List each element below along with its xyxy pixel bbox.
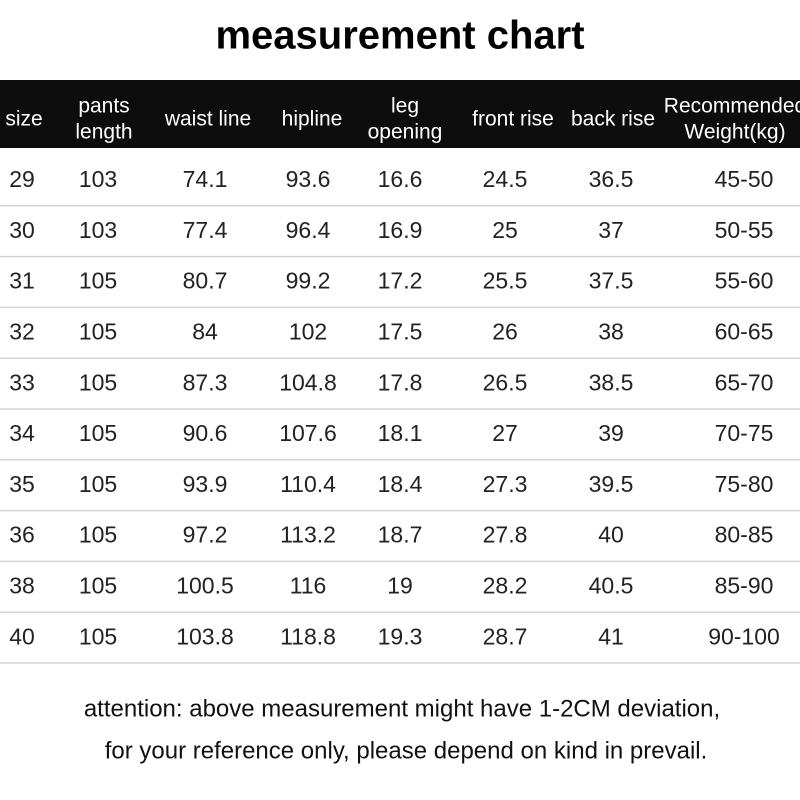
cell: 87.3 [183, 369, 228, 395]
cell: 97.2 [183, 522, 228, 548]
cell: 40 [598, 522, 624, 548]
cell: 50-55 [715, 217, 774, 243]
cell: 37 [598, 217, 624, 243]
cell: 28.7 [483, 623, 528, 649]
cell: 26 [492, 318, 518, 344]
column-header: Weight(kg) [684, 121, 785, 144]
cell: 105 [79, 522, 117, 548]
cell: 60-65 [715, 318, 774, 344]
column-header: front rise [472, 108, 554, 131]
column-header: Recommended [664, 95, 800, 118]
cell: 105 [79, 623, 117, 649]
cell: 93.9 [183, 471, 228, 497]
cell: 38.5 [589, 369, 634, 395]
cell: 36.5 [589, 166, 634, 192]
cell: 18.4 [378, 471, 423, 497]
cell: 70-75 [715, 420, 774, 446]
cell: 55-60 [715, 268, 774, 294]
cell: 32 [9, 318, 35, 344]
cell: 100.5 [176, 572, 234, 598]
column-header: pants [78, 95, 129, 118]
cell: 17.2 [378, 268, 423, 294]
cell: 17.5 [378, 318, 423, 344]
column-header: length [75, 121, 132, 144]
cell: 105 [79, 268, 117, 294]
cell: 104.8 [279, 369, 337, 395]
cell: 84 [192, 318, 218, 344]
cell: 40 [9, 623, 35, 649]
cell: 103 [79, 166, 117, 192]
cell: 30 [9, 217, 35, 243]
cell: 75-80 [715, 471, 774, 497]
cell: 38 [598, 318, 624, 344]
cell: 105 [79, 318, 117, 344]
column-header: hipline [282, 108, 343, 131]
cell: 27.3 [483, 471, 528, 497]
cell: 80-85 [715, 522, 774, 548]
cell: 105 [79, 471, 117, 497]
cell: 80.7 [183, 268, 228, 294]
cell: 25.5 [483, 268, 528, 294]
cell: 17.8 [378, 369, 423, 395]
note: for your reference only, please depend o… [105, 737, 708, 764]
cell: 113.2 [280, 522, 336, 548]
cell: 118.8 [280, 623, 336, 649]
column-header: leg [391, 95, 419, 118]
cell: 85-90 [715, 572, 774, 598]
column-header: back rise [571, 108, 655, 131]
cell: 36 [9, 522, 35, 548]
cell: 34 [9, 420, 35, 446]
cell: 41 [598, 623, 624, 649]
cell: 105 [79, 420, 117, 446]
cell: 93.6 [286, 166, 331, 192]
cell: 77.4 [183, 217, 228, 243]
cell: 25 [492, 217, 518, 243]
cell: 74.1 [183, 166, 228, 192]
cell: 19.3 [378, 623, 423, 649]
cell: 16.6 [378, 166, 423, 192]
header-band [0, 80, 800, 148]
cell: 102 [289, 318, 327, 344]
cell: 35 [9, 471, 35, 497]
column-header: size [5, 108, 42, 131]
column-header: opening [368, 121, 443, 144]
cell: 18.1 [378, 420, 423, 446]
cell: 37.5 [589, 268, 634, 294]
cell: 18.7 [378, 522, 423, 548]
cell: 40.5 [589, 572, 634, 598]
cell: 27 [492, 420, 518, 446]
cell: 116 [290, 572, 327, 598]
cell: 33 [9, 369, 35, 395]
cell: 96.4 [286, 217, 331, 243]
cell: 38 [9, 572, 35, 598]
cell: 103.8 [176, 623, 234, 649]
cell: 39.5 [589, 471, 634, 497]
cell: 16.9 [378, 217, 423, 243]
cell: 105 [79, 369, 117, 395]
title: measurement chart [215, 14, 584, 58]
cell: 29 [9, 166, 35, 192]
cell: 103 [79, 217, 117, 243]
note: attention: above measurement might have … [84, 695, 720, 722]
cell: 99.2 [286, 268, 331, 294]
cell: 90.6 [183, 420, 228, 446]
cell: 24.5 [483, 166, 528, 192]
cell: 45-50 [715, 166, 774, 192]
cell: 31 [9, 268, 35, 294]
cell: 90-100 [708, 623, 780, 649]
cell: 39 [598, 420, 624, 446]
cell: 26.5 [483, 369, 528, 395]
cell: 65-70 [715, 369, 774, 395]
column-header: waist line [164, 108, 251, 131]
cell: 105 [79, 572, 117, 598]
cell: 28.2 [483, 572, 528, 598]
cell: 27.8 [483, 522, 528, 548]
cell: 107.6 [279, 420, 337, 446]
cell: 110.4 [280, 471, 336, 497]
cell: 19 [387, 572, 413, 598]
